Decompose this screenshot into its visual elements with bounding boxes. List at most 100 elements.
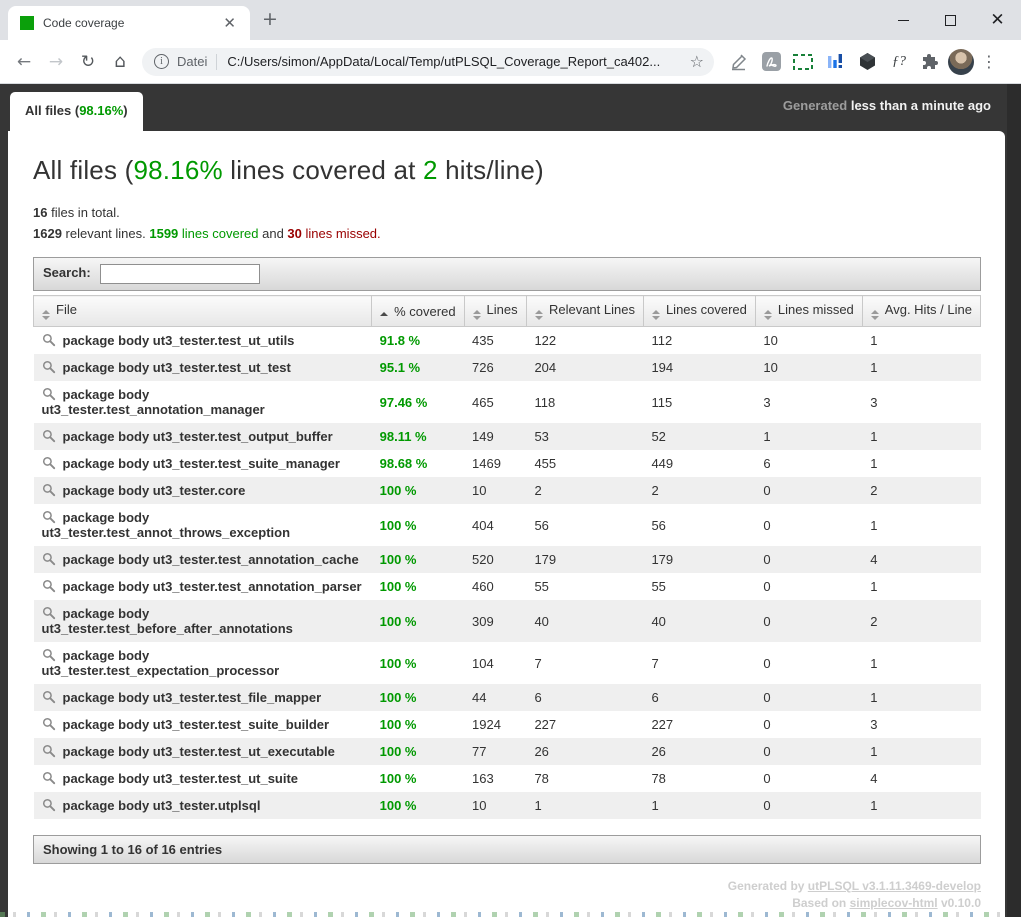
file-cell[interactable]: package body ut3_tester.test_annotation_… — [34, 573, 372, 600]
avatar[interactable] — [948, 48, 974, 75]
lines-missed-cell: 0 — [755, 546, 863, 573]
file-name: package body ut3_tester.test_ut_utils — [62, 333, 295, 348]
address-bar[interactable]: i Datei C:/Users/simon/AppData/Local/Tem… — [142, 47, 714, 76]
home-button[interactable]: ⌂ — [104, 51, 136, 72]
avg-hits-cell: 1 — [862, 792, 981, 819]
lines-missed-cell: 0 — [763, 517, 771, 533]
column-header-covered[interactable]: % covered — [371, 295, 465, 327]
cube-extension-icon[interactable] — [852, 47, 882, 77]
search-label: Search: — [43, 265, 91, 281]
file-cell[interactable]: package body ut3_tester.test_ut_suite — [34, 765, 372, 792]
lines-cell: 1469 — [472, 456, 501, 471]
lines-summary-line: 1629 relevant lines. 1599 lines covered … — [33, 226, 381, 241]
scrollbar-track[interactable] — [1007, 84, 1021, 917]
address-separator — [216, 53, 218, 70]
relevant-lines-cell: 1 — [526, 792, 644, 819]
column-header-lines-covered[interactable]: Lines covered — [642, 295, 756, 327]
entries-info-text: Showing 1 to 16 of 16 entries — [43, 842, 223, 857]
file-cell[interactable]: package body ut3_tester.test_annotation_… — [33, 546, 372, 573]
file-cell[interactable]: package body ut3_tester.test_annot_throw… — [34, 504, 372, 546]
lines-cell: 44 — [464, 684, 527, 711]
magnifier-icon — [42, 456, 55, 470]
file-cell[interactable]: package body ut3_tester.test_suite_manag… — [34, 450, 372, 477]
coverage-table-body: package body ut3_tester.test_ut_utils 91.… — [33, 327, 981, 819]
function-extension-icon[interactable]: ƒ? — [892, 53, 906, 69]
file-cell[interactable]: package body ut3_tester.test_expectation… — [34, 642, 372, 684]
file-name: package body ut3_tester.core — [62, 483, 246, 498]
bookmark-star-icon[interactable]: ☆ — [689, 52, 704, 71]
lines-missed-cell: 0 — [755, 792, 863, 819]
column-header-file[interactable]: File — [32, 295, 373, 327]
file-cell[interactable]: package body ut3_tester.test_suite_build… — [34, 711, 372, 738]
lines-missed-cell: 0 — [763, 771, 771, 786]
summary-stats: 16 files in total. 1629 relevant lines. … — [33, 202, 981, 244]
files-total-line: 16 files in total. — [33, 205, 120, 220]
lines-missed-cell: 0 — [755, 600, 863, 642]
file-cell[interactable]: package body ut3_tester.test_ut_executab… — [33, 738, 372, 765]
tab-close-icon[interactable]: ✕ — [223, 14, 236, 32]
sort-both-icon — [534, 310, 543, 320]
back-button[interactable]: ← — [8, 52, 40, 72]
url-text[interactable]: C:/Users/simon/AppData/Local/Temp/utPLSQ… — [227, 54, 661, 69]
file-cell[interactable]: package body ut3_tester.test_annotation_… — [34, 381, 372, 423]
magnifier-icon — [42, 744, 55, 758]
file-cell[interactable]: package body ut3_tester.utplsql — [33, 792, 372, 819]
file-name: package body ut3_tester.test_file_mapper — [62, 690, 322, 705]
file-cell[interactable]: package body ut3_tester.test_output_buff… — [33, 423, 372, 450]
new-tab-button[interactable]: + — [262, 8, 278, 30]
file-name: package body ut3_tester.test_expectation… — [41, 648, 280, 678]
metrics-extension-icon[interactable] — [820, 47, 850, 77]
relevant-lines-cell: 55 — [534, 579, 549, 594]
sort-ascending-icon — [380, 311, 389, 316]
close-button[interactable]: ✕ — [990, 9, 1005, 30]
all-files-tab-label: All files ( — [25, 103, 80, 118]
all-files-tab[interactable]: All files (98.16%) — [10, 92, 143, 131]
lines-missed-cell: 0 — [755, 477, 863, 504]
table-row: package body ut3_tester.test_ut_executab… — [33, 738, 981, 765]
percent-covered-cell: 98.68 % — [379, 456, 428, 471]
file-cell[interactable]: package body ut3_tester.test_before_afte… — [33, 600, 372, 642]
column-label: Lines missed — [777, 302, 854, 317]
column-header-lines-missed[interactable]: Lines missed — [754, 295, 863, 327]
lines-cell: 460 — [472, 579, 494, 594]
generator-link[interactable]: utPLSQL v3.1.11.3469-develop — [807, 879, 981, 893]
extensions-puzzle-icon[interactable] — [916, 47, 946, 77]
info-icon[interactable]: i — [154, 54, 169, 69]
percent-covered-cell: 100 % — [371, 684, 465, 711]
column-header-avg-hits-line[interactable]: Avg. Hits / Line — [861, 295, 982, 327]
maximize-button[interactable] — [927, 0, 974, 40]
search-input[interactable] — [100, 264, 261, 284]
percent-covered-cell: 95.1 % — [371, 354, 465, 381]
lines-covered-cell: 78 — [651, 771, 666, 786]
file-cell[interactable]: package body ut3_tester.test_ut_utils — [34, 327, 372, 355]
coverage-table: File % covered Lines Relevant Lines Lines co… — [32, 295, 982, 819]
simplecov-html-link[interactable]: simplecov-html — [849, 896, 938, 910]
column-header-relevant-lines[interactable]: Relevant Lines — [525, 295, 644, 327]
pdf-extension-icon[interactable] — [756, 47, 786, 77]
file-cell[interactable]: package body ut3_tester.core — [33, 477, 372, 504]
sort-both-icon — [651, 310, 660, 320]
window-controls: ✕ — [880, 0, 1021, 40]
column-label: Lines covered — [665, 302, 747, 317]
forward-button[interactable]: → — [40, 52, 72, 72]
percent-covered-cell: 100 % — [379, 655, 417, 671]
percent-covered-cell: 100 % — [371, 738, 465, 765]
browser-tab[interactable]: Code coverage ✕ — [8, 6, 250, 40]
file-cell[interactable]: package body ut3_tester.test_file_mapper — [33, 684, 372, 711]
column-header-lines[interactable]: Lines — [463, 295, 527, 327]
lines-missed-cell: 10 — [763, 333, 778, 348]
lines-cell: 104 — [472, 655, 494, 671]
lines-covered-cell: 227 — [651, 717, 674, 732]
relevant-lines-cell: 227 — [534, 717, 557, 732]
stamp-extension-icon[interactable] — [724, 47, 754, 77]
footer-credits: Generated by utPLSQL v3.1.11.3469-develo… — [33, 878, 981, 912]
reload-button[interactable]: ↻ — [72, 52, 104, 72]
file-cell[interactable]: package body ut3_tester.test_ut_test — [33, 354, 372, 381]
lines-cell: 77 — [464, 738, 527, 765]
minimize-button[interactable] — [880, 0, 927, 40]
menu-icon[interactable]: ⋮ — [981, 52, 997, 71]
relevant-lines-cell: 78 — [534, 771, 549, 786]
lines-cell: 309 — [464, 600, 527, 642]
screenshot-extension-icon[interactable] — [788, 47, 818, 77]
search-bar: Search: — [33, 257, 981, 291]
